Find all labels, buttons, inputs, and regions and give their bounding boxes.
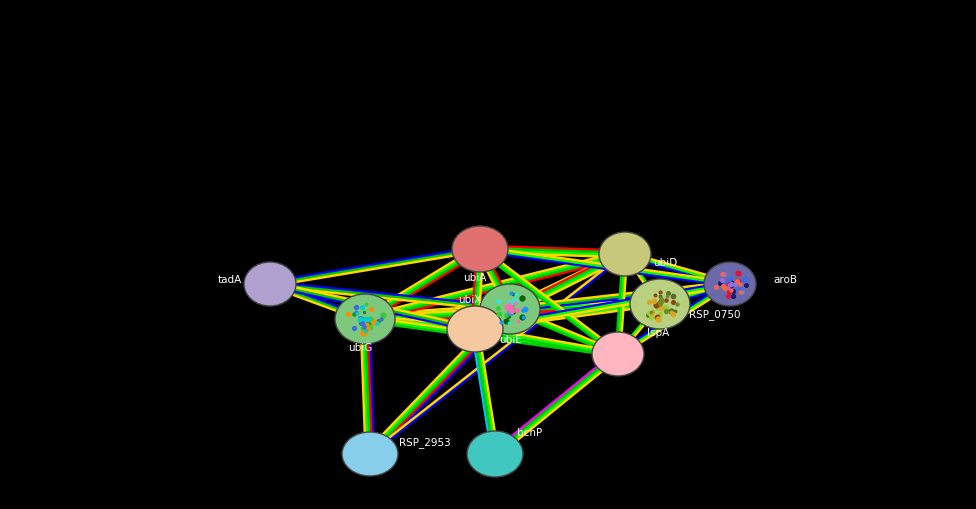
Text: ubiD: ubiD [653, 258, 677, 267]
Ellipse shape [452, 227, 508, 272]
Ellipse shape [704, 263, 756, 306]
Text: ubiX: ubiX [459, 294, 482, 304]
Ellipse shape [592, 332, 644, 376]
Text: tadA: tadA [218, 274, 242, 285]
Text: ubiE: ubiE [499, 334, 521, 344]
Text: lspA: lspA [647, 327, 670, 337]
Ellipse shape [244, 263, 296, 306]
Text: RSP_2953: RSP_2953 [399, 437, 451, 447]
Ellipse shape [599, 233, 651, 276]
Ellipse shape [335, 294, 395, 344]
Text: bchP: bchP [517, 427, 543, 437]
Ellipse shape [342, 432, 398, 476]
Ellipse shape [630, 279, 690, 329]
Text: ubiG: ubiG [347, 343, 372, 352]
Ellipse shape [467, 431, 523, 477]
Text: aroB: aroB [773, 274, 797, 285]
Text: ubiA: ubiA [464, 272, 487, 282]
Ellipse shape [480, 285, 540, 334]
Text: RSP_0750: RSP_0750 [689, 309, 741, 320]
Ellipse shape [447, 306, 503, 352]
